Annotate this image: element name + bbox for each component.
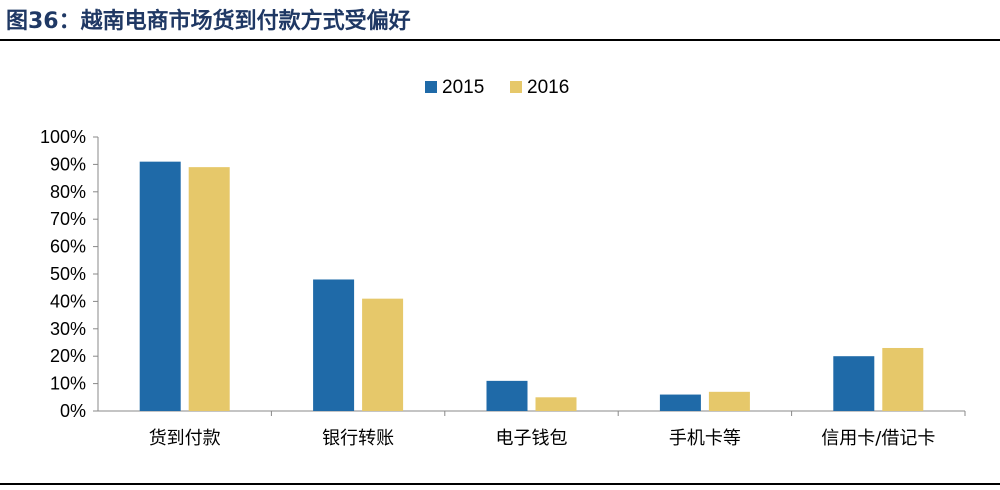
y-tick-label: 90% — [50, 154, 86, 174]
y-tick-label: 50% — [50, 264, 86, 284]
y-tick-label: 70% — [50, 209, 86, 229]
bar-2016 — [535, 397, 577, 411]
legend-swatch-2016 — [510, 81, 522, 93]
y-tick-label: 40% — [50, 291, 86, 311]
bar-2015 — [139, 161, 181, 411]
y-tick-label: 10% — [50, 374, 86, 394]
bar-2016 — [708, 391, 750, 411]
y-tick-label: 80% — [50, 182, 86, 202]
legend: 2015 2016 — [425, 77, 569, 98]
axes: 0% 10% 20% 30% 40% 50% 60% 70% 80% 90% 100% 货到付款 银行转… — [40, 127, 966, 449]
bar-2016 — [882, 347, 924, 411]
y-tick-label: 20% — [50, 346, 86, 366]
y-tick-label: 0% — [60, 401, 86, 421]
bottom-rule — [0, 483, 1000, 485]
bar-2015 — [486, 380, 528, 411]
y-tick-label: 60% — [50, 237, 86, 257]
x-category-label: 银行转账 — [322, 428, 394, 449]
legend-label-2015: 2015 — [442, 77, 484, 98]
x-category-label: 货到付款 — [149, 428, 221, 449]
bar-2015 — [313, 279, 355, 411]
x-category-label: 手机卡等 — [669, 428, 741, 449]
figure-title: 图36：越南电商市场货到付款方式受偏好 — [6, 9, 411, 34]
legend-swatch-2015 — [425, 81, 437, 93]
bar-2016 — [362, 298, 404, 411]
bar-2015 — [833, 356, 875, 411]
bar-2015 — [659, 394, 701, 411]
figure-header: 图36：越南电商市场货到付款方式受偏好 — [0, 0, 1000, 40]
bars — [139, 161, 924, 411]
bar-2016 — [188, 167, 230, 411]
x-category-label: 电子钱包 — [496, 428, 568, 449]
y-tick-label: 100% — [40, 127, 86, 147]
x-category-label: 信用卡/借记卡 — [821, 428, 935, 449]
y-tick-label: 30% — [50, 319, 86, 339]
legend-label-2016: 2016 — [527, 77, 569, 98]
top-rule — [0, 39, 1000, 41]
